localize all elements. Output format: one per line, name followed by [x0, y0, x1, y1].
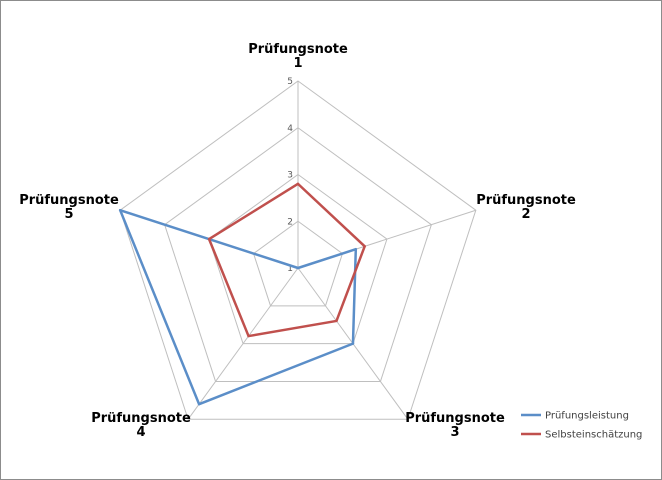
- tick-label-3: 3: [287, 171, 293, 181]
- axis-spoke-4: [187, 267, 299, 420]
- grid-ring-2: [252, 220, 344, 307]
- data-point-s1-4: [197, 402, 201, 406]
- data-point-s1-1: [296, 266, 300, 270]
- category-label-4: Prüfungsnote 4: [91, 411, 191, 440]
- category-label-3: Prüfungsnote 3: [405, 411, 505, 440]
- data-point-s2-3: [335, 319, 338, 323]
- data-point-s2-2: [363, 245, 366, 248]
- series-line-2: [207, 182, 366, 338]
- series-line-1: [118, 208, 358, 406]
- data-point-s2-1: [296, 182, 300, 186]
- grid-ring-5: [119, 80, 477, 420]
- category-label-5: Prüfungsnote 5: [19, 193, 119, 222]
- legend-label-1: Prüfungsleistung: [545, 411, 629, 422]
- grid-ring-3: [208, 173, 388, 345]
- tick-label-2: 2: [287, 217, 293, 227]
- category-label-1: Prüfungsnote 1: [248, 42, 348, 71]
- data-point-s1-2: [354, 248, 358, 251]
- tick-label-5: 5: [287, 77, 293, 87]
- data-point-s1-5: [118, 209, 122, 212]
- tick-label-1: 1: [287, 264, 293, 274]
- data-point-s2-4: [247, 334, 250, 338]
- tick-label-4: 4: [287, 124, 293, 134]
- grid-ring-4: [164, 127, 432, 382]
- data-point-s2-5: [207, 237, 211, 241]
- data-point-s1-3: [351, 342, 355, 345]
- legend-label-2: Selbsteinschätzung: [545, 430, 642, 441]
- category-label-2: Prüfungsnote 2: [476, 193, 576, 222]
